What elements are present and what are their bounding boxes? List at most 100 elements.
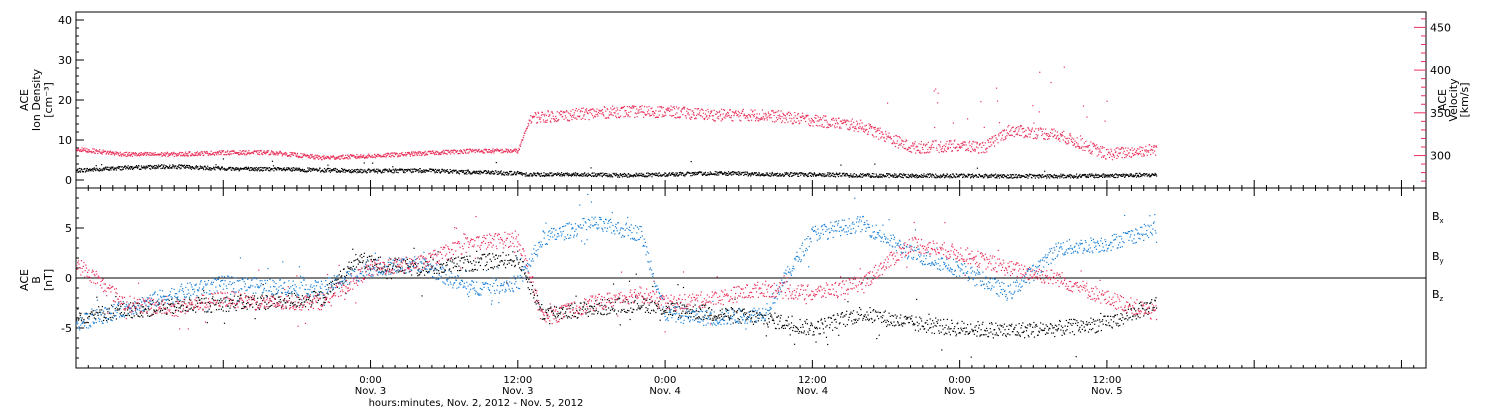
density-point	[970, 176, 972, 178]
density-point	[257, 167, 259, 170]
density-point	[362, 169, 364, 171]
density-point	[1132, 174, 1135, 176]
velocity-point	[1077, 143, 1079, 145]
density-point	[726, 172, 729, 175]
velocity-point	[204, 151, 206, 153]
density-point	[969, 174, 971, 176]
velocity-point	[731, 119, 733, 122]
density-point	[955, 176, 957, 179]
density-point	[881, 176, 883, 178]
density-point	[855, 174, 857, 176]
velocity-point	[80, 150, 83, 153]
velocity-point	[909, 147, 911, 149]
density-point	[1054, 177, 1056, 179]
velocity-point	[945, 150, 948, 153]
velocity-point	[717, 112, 719, 114]
velocity-point	[616, 116, 618, 119]
velocity-point	[726, 111, 729, 114]
bx-point	[169, 304, 171, 306]
density-point	[986, 175, 988, 177]
velocity-point	[637, 110, 639, 112]
velocity-point	[1051, 129, 1054, 131]
density-point	[794, 173, 796, 176]
velocity-point	[951, 150, 953, 152]
velocity-point	[707, 111, 709, 113]
velocity-point	[471, 151, 473, 153]
density-point	[1137, 174, 1140, 176]
velocity-point	[604, 117, 606, 119]
density-point	[735, 172, 737, 174]
velocity-point	[551, 111, 553, 113]
density-point	[443, 169, 445, 171]
density-point	[515, 173, 518, 175]
velocity-point	[387, 152, 389, 155]
density-point	[806, 175, 809, 178]
velocity-point	[100, 152, 102, 154]
density-point	[743, 174, 745, 177]
density-point	[330, 169, 332, 171]
velocity-point	[404, 154, 406, 156]
velocity-point	[239, 153, 242, 155]
density-point	[168, 166, 170, 168]
bx-point	[192, 309, 194, 312]
density-point	[402, 170, 404, 172]
velocity-point	[392, 154, 394, 156]
density-point	[952, 173, 954, 175]
velocity-point	[1105, 158, 1107, 160]
velocity-point	[768, 115, 770, 117]
bx-point	[99, 309, 101, 311]
density-point	[818, 172, 820, 174]
velocity-point	[322, 157, 325, 159]
velocity-point	[420, 154, 422, 157]
velocity-point	[614, 107, 616, 109]
density-point	[995, 177, 997, 179]
density-point	[243, 168, 245, 170]
velocity-point	[367, 156, 369, 158]
velocity-point	[947, 146, 949, 149]
velocity-point	[975, 141, 977, 143]
density-point	[922, 174, 924, 177]
velocity-point	[1020, 124, 1022, 127]
density-point	[980, 176, 982, 178]
density-point	[911, 176, 913, 178]
velocity-point	[414, 154, 416, 156]
velocity-point	[1004, 136, 1006, 138]
density-point	[861, 173, 863, 176]
velocity-point	[772, 120, 774, 123]
density-point	[958, 176, 960, 178]
density-point	[380, 171, 382, 173]
density-point	[858, 176, 860, 178]
velocity-point	[265, 152, 267, 154]
velocity-point	[829, 123, 831, 126]
bx-point	[95, 311, 97, 313]
density-point	[1069, 175, 1071, 178]
velocity-point	[386, 154, 388, 156]
density-point	[357, 171, 359, 173]
density-point	[561, 172, 563, 174]
bx-point	[190, 307, 192, 309]
density-point	[118, 166, 120, 168]
density-point	[117, 166, 119, 168]
density-point	[110, 167, 113, 169]
velocity-point	[1066, 143, 1068, 145]
velocity-point	[870, 126, 872, 128]
velocity-point	[641, 111, 643, 113]
velocity-point	[263, 150, 265, 152]
density-point	[1078, 175, 1081, 177]
bx-point	[88, 315, 90, 318]
density-point	[1009, 176, 1011, 178]
bx-point	[175, 301, 177, 303]
velocity-point	[624, 115, 627, 117]
bx-point	[170, 303, 172, 305]
velocity-point	[989, 145, 991, 147]
velocity-point	[986, 151, 988, 153]
velocity-point	[477, 151, 479, 153]
density-point	[518, 171, 520, 174]
velocity-point	[1140, 153, 1142, 155]
velocity-point	[879, 132, 881, 135]
velocity-point	[351, 154, 353, 156]
bx-point	[176, 306, 178, 309]
velocity-point	[102, 149, 104, 151]
density-point	[95, 169, 97, 172]
velocity-point	[944, 145, 947, 148]
